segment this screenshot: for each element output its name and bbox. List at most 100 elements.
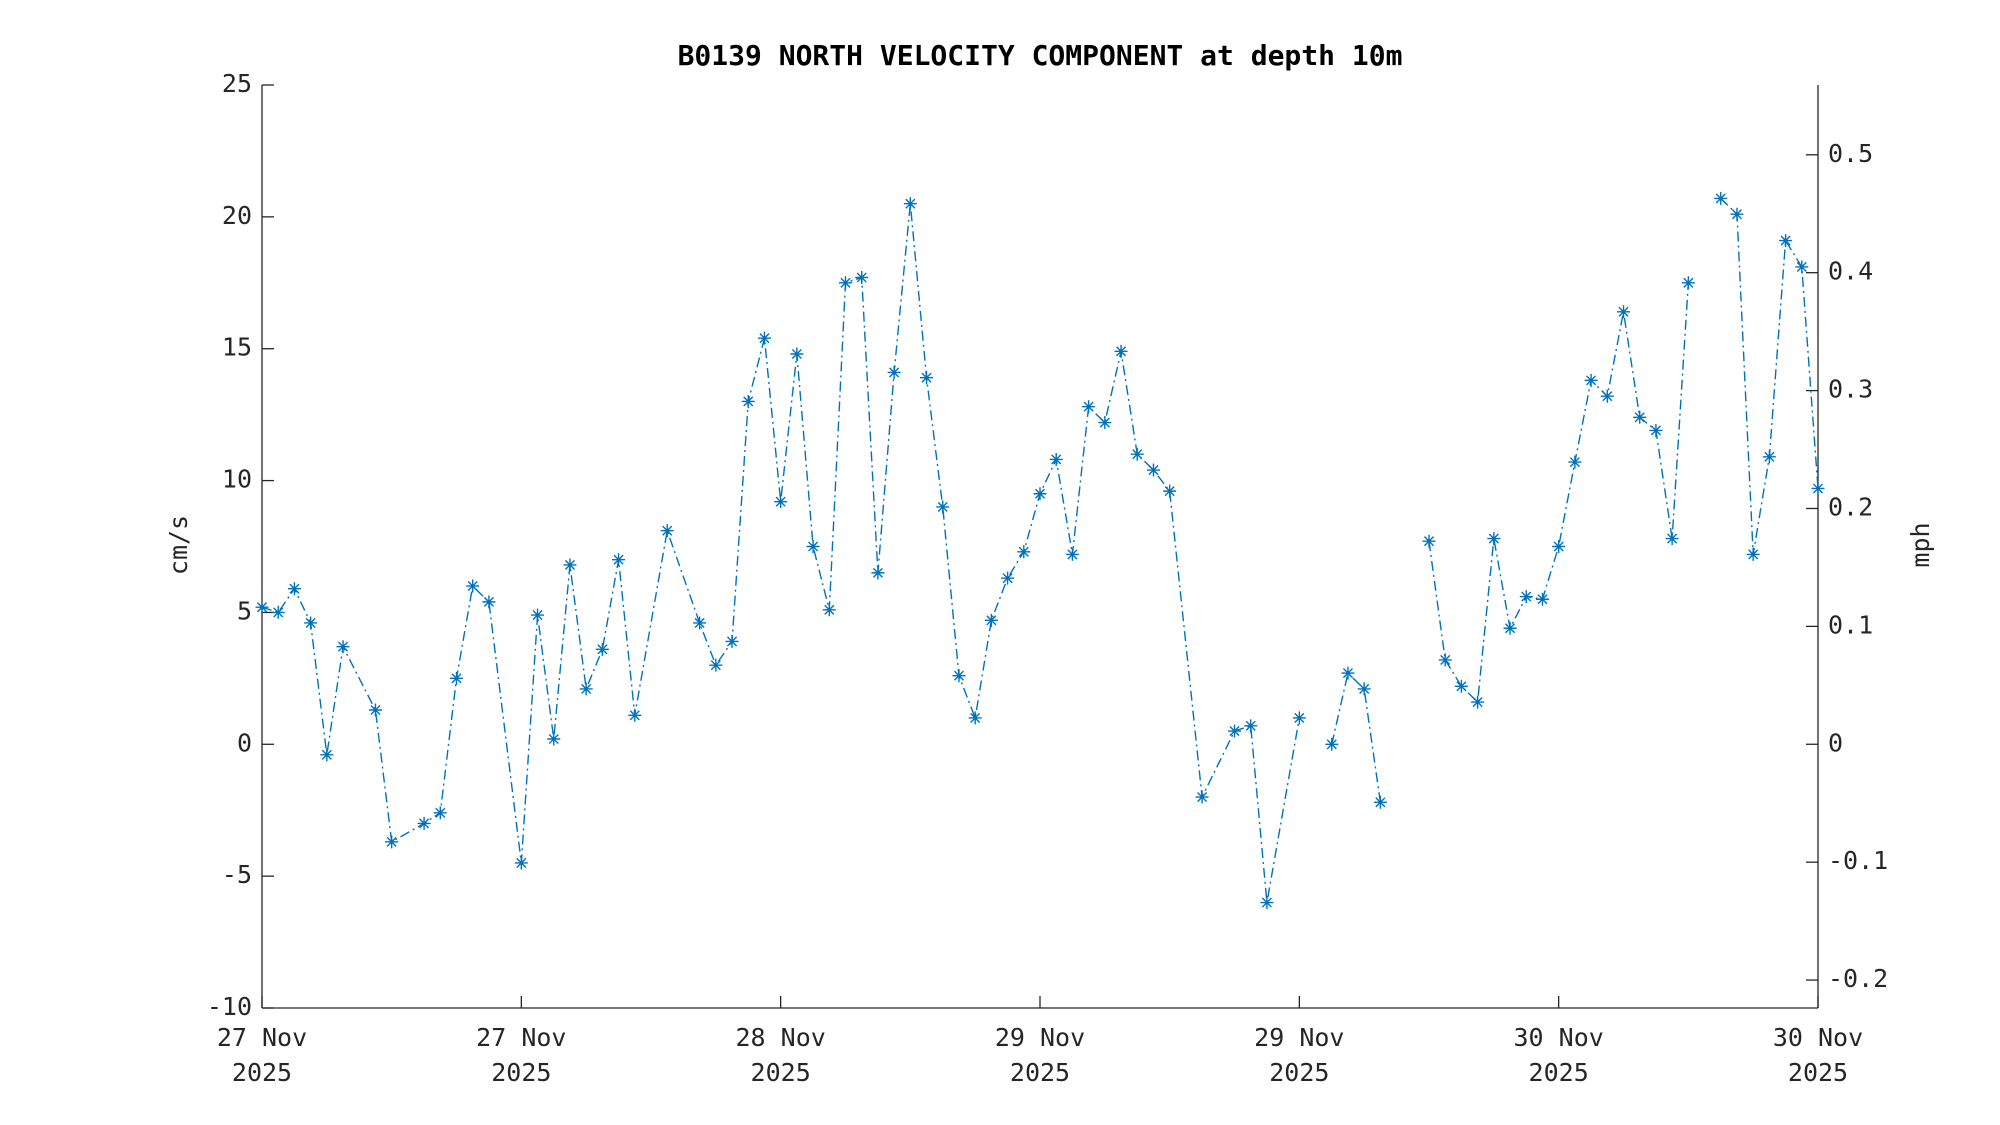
y2-tick-label: -0.2 bbox=[1828, 964, 1888, 993]
data-marker bbox=[806, 540, 820, 553]
data-marker bbox=[1487, 532, 1501, 546]
data-marker bbox=[1454, 679, 1468, 693]
data-marker bbox=[984, 613, 998, 627]
data-marker bbox=[1795, 260, 1809, 274]
data-marker bbox=[1649, 423, 1663, 437]
data-marker bbox=[255, 600, 269, 614]
data-marker bbox=[1779, 234, 1793, 248]
data-marker bbox=[1746, 547, 1760, 561]
x-tick-label: 27 Nov 2025 bbox=[476, 1023, 567, 1087]
data-marker bbox=[1082, 400, 1096, 414]
data-marker bbox=[709, 658, 723, 672]
data-marker bbox=[757, 331, 771, 345]
data-marker bbox=[1114, 344, 1128, 358]
data-marker bbox=[1244, 719, 1258, 733]
data-marker bbox=[774, 495, 788, 509]
data-marker bbox=[1730, 207, 1744, 221]
y2-axis-label: mph bbox=[1906, 522, 1935, 567]
y-tick-label: 10 bbox=[222, 465, 252, 494]
data-marker bbox=[547, 732, 561, 746]
data-marker bbox=[1001, 571, 1015, 585]
data-marker bbox=[368, 703, 382, 717]
data-marker bbox=[1065, 547, 1079, 561]
data-marker bbox=[1600, 389, 1614, 403]
data-marker bbox=[1811, 481, 1825, 495]
data-marker bbox=[612, 553, 626, 567]
data-marker bbox=[1292, 711, 1306, 725]
data-marker bbox=[1633, 410, 1647, 424]
data-marker bbox=[1471, 695, 1485, 709]
data-marker bbox=[531, 608, 545, 622]
data-marker bbox=[952, 669, 966, 683]
y2-tick-label: 0.3 bbox=[1828, 375, 1873, 404]
data-marker bbox=[1146, 463, 1160, 477]
data-marker bbox=[660, 524, 674, 538]
data-marker bbox=[1519, 590, 1533, 604]
data-marker bbox=[1325, 737, 1339, 751]
data-marker bbox=[1714, 191, 1728, 205]
x-tick-label: 29 Nov 2025 bbox=[994, 1023, 1086, 1087]
data-marker bbox=[320, 748, 334, 762]
y2-tick-label: 0.5 bbox=[1828, 139, 1873, 168]
data-marker bbox=[385, 835, 399, 849]
x-tick-label: 29 Nov 2025 bbox=[1254, 1023, 1345, 1087]
data-marker bbox=[903, 197, 917, 211]
data-marker bbox=[839, 276, 852, 290]
y2-tick-label: 0.4 bbox=[1828, 257, 1873, 286]
y2-tick-label: 0.2 bbox=[1828, 492, 1873, 521]
y-axis-label: cm/s bbox=[164, 515, 193, 575]
data-marker bbox=[433, 806, 447, 820]
data-marker bbox=[1762, 450, 1776, 464]
y-tick-label: 20 bbox=[222, 201, 252, 230]
data-marker bbox=[1503, 621, 1517, 635]
data-marker bbox=[417, 816, 431, 830]
data-marker bbox=[1163, 484, 1177, 498]
data-marker bbox=[968, 711, 982, 725]
data-marker bbox=[1130, 447, 1144, 461]
data-marker bbox=[1033, 487, 1047, 501]
data-marker bbox=[1552, 540, 1566, 553]
data-marker bbox=[1584, 373, 1598, 387]
data-marker bbox=[790, 347, 804, 361]
data-marker bbox=[741, 394, 755, 408]
data-marker bbox=[1260, 896, 1274, 910]
data-marker bbox=[628, 708, 642, 722]
x-tick-label: 28 Nov 2025 bbox=[735, 1023, 826, 1087]
data-marker bbox=[1422, 534, 1436, 548]
data-marker bbox=[450, 671, 463, 685]
data-marker bbox=[855, 271, 869, 285]
data-marker bbox=[1438, 653, 1452, 667]
data-marker bbox=[887, 365, 901, 379]
y2-tick-label: 0 bbox=[1828, 728, 1843, 757]
y-tick-label: 0 bbox=[237, 728, 252, 757]
y-tick-label: 25 bbox=[222, 69, 252, 98]
data-marker bbox=[304, 616, 318, 630]
y2-tick-label: 0.1 bbox=[1828, 610, 1873, 639]
data-marker bbox=[271, 605, 285, 619]
data-marker bbox=[822, 603, 836, 617]
y-tick-label: -5 bbox=[222, 860, 252, 889]
data-marker bbox=[1341, 666, 1355, 680]
data-marker bbox=[579, 682, 593, 696]
data-marker bbox=[482, 595, 496, 609]
data-marker bbox=[287, 582, 301, 596]
data-line bbox=[261, 197, 1819, 903]
data-marker bbox=[1049, 452, 1063, 466]
data-marker bbox=[1228, 724, 1241, 738]
data-marker bbox=[936, 500, 950, 514]
data-marker bbox=[563, 558, 577, 572]
data-marker bbox=[920, 371, 934, 385]
data-marker bbox=[1568, 455, 1582, 469]
data-marker bbox=[514, 856, 528, 870]
y-tick-label: 15 bbox=[222, 333, 252, 362]
data-marker bbox=[1098, 416, 1112, 430]
data-marker bbox=[1373, 795, 1387, 809]
data-marker bbox=[1617, 305, 1630, 319]
data-marker bbox=[595, 642, 609, 656]
data-marker bbox=[1195, 790, 1209, 804]
data-marker bbox=[725, 634, 739, 648]
data-marker bbox=[1357, 682, 1371, 696]
x-tick-label: 27 Nov 2025 bbox=[216, 1023, 308, 1087]
